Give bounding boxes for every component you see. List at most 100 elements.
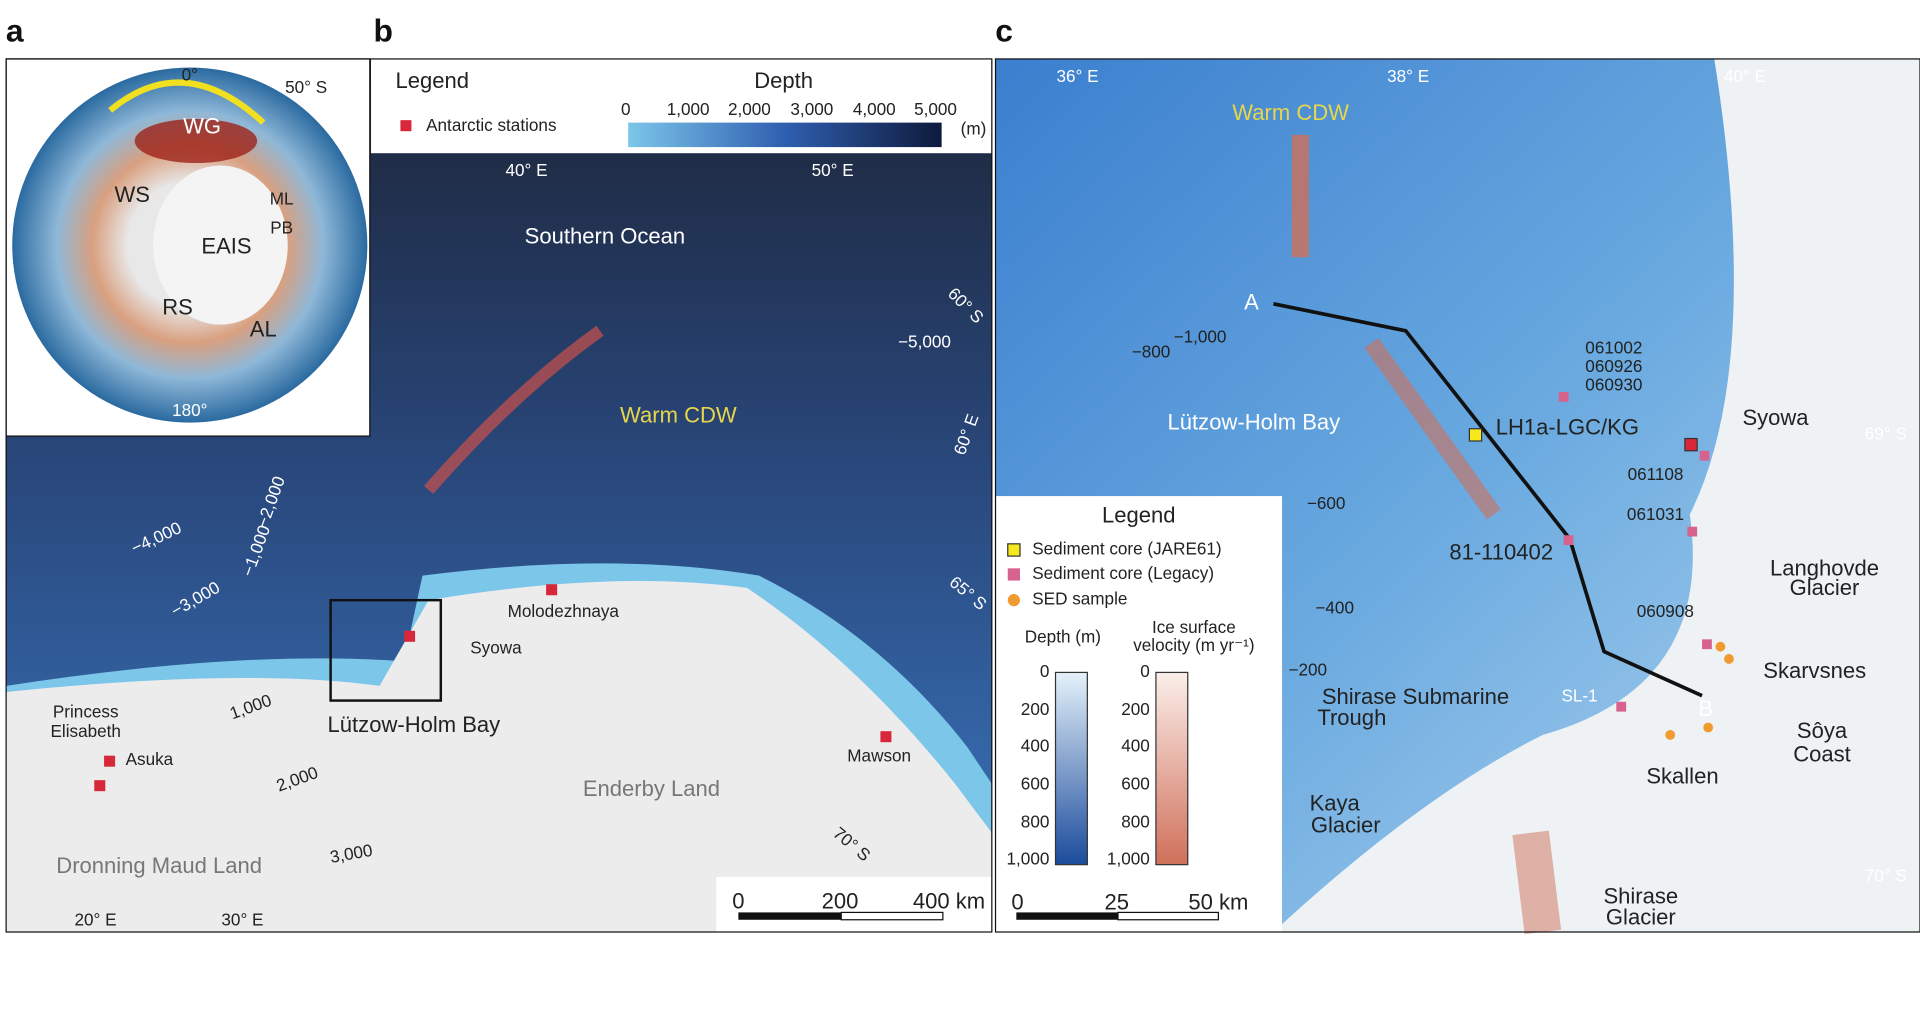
map-label: Glacier bbox=[1606, 904, 1676, 929]
map-label: 180° bbox=[172, 400, 207, 420]
map-label: velocity (m yr⁻¹) bbox=[1133, 635, 1254, 655]
map-label: 0 bbox=[1011, 890, 1023, 915]
map-label: 20° E bbox=[74, 910, 116, 930]
map-label: 81-110402 bbox=[1449, 539, 1553, 564]
map-label: Shirase Submarine bbox=[1322, 684, 1509, 709]
map-label: 061031 bbox=[1627, 504, 1684, 524]
panel-b-frame bbox=[5, 58, 993, 933]
map-label: Kaya bbox=[1310, 790, 1361, 815]
map-label: Glacier bbox=[1790, 575, 1860, 600]
map-label: Antarctic stations bbox=[426, 115, 556, 135]
map-label: 25 bbox=[1104, 890, 1129, 915]
map-label: 600 bbox=[1021, 774, 1050, 794]
map-label: −200 bbox=[1288, 660, 1327, 680]
map-label: Ice surface bbox=[1152, 617, 1236, 637]
map-label: 060930 bbox=[1585, 374, 1642, 394]
map-label: Warm CDW bbox=[1232, 100, 1349, 125]
map-label: 40° E bbox=[1724, 66, 1766, 86]
map-label: Southern Ocean bbox=[525, 224, 685, 249]
map-label: EAIS bbox=[201, 233, 251, 258]
map-label: Trough bbox=[1317, 705, 1386, 730]
map-label: a bbox=[6, 13, 24, 49]
map-label: 1,000 bbox=[667, 99, 710, 119]
map-label: 400 km bbox=[913, 888, 985, 913]
map-label: 400 bbox=[1021, 736, 1050, 756]
map-label: PB bbox=[270, 218, 293, 238]
map-label: 0 bbox=[732, 888, 744, 913]
map-label: (m) bbox=[961, 118, 987, 138]
map-label: 061108 bbox=[1628, 464, 1684, 484]
map-label: B bbox=[1698, 696, 1713, 721]
map-label: Enderby Land bbox=[583, 776, 720, 801]
panel-a-globe bbox=[5, 58, 371, 437]
map-label: Asuka bbox=[126, 749, 174, 769]
map-label: Depth bbox=[754, 68, 813, 93]
map-label: 2,000 bbox=[728, 99, 771, 119]
panel-c-frame bbox=[994, 58, 1920, 933]
map-label: Syowa bbox=[1742, 405, 1809, 430]
panel-c-map bbox=[995, 58, 1920, 935]
map-label: Molodezhnaya bbox=[508, 601, 620, 621]
map-label: 1,000 bbox=[1007, 848, 1050, 868]
map-label: −5,000 bbox=[898, 332, 951, 352]
map-label: 061002 bbox=[1585, 338, 1642, 358]
map-label: 400 bbox=[1121, 736, 1150, 756]
map-label: Mawson bbox=[847, 745, 911, 765]
map-label: 200 bbox=[822, 888, 859, 913]
map-label: 060926 bbox=[1585, 356, 1642, 376]
map-label: Skarvsnes bbox=[1763, 658, 1866, 683]
map-label: c bbox=[995, 13, 1013, 49]
map-label: −1,000 bbox=[1174, 327, 1227, 347]
map-label: Legend bbox=[1102, 503, 1176, 528]
map-label: Elisabeth bbox=[50, 721, 120, 741]
map-label: 600 bbox=[1121, 774, 1150, 794]
map-label: Langhovde bbox=[1770, 555, 1879, 580]
map-label: 50 km bbox=[1188, 890, 1248, 915]
map-label: SL-1 bbox=[1561, 685, 1597, 705]
map-label: Legend bbox=[395, 68, 469, 93]
map-label: 69° S bbox=[1865, 423, 1907, 443]
map-label: Sôya bbox=[1797, 718, 1848, 743]
map-label: Depth (m) bbox=[1025, 627, 1101, 647]
map-label: Warm CDW bbox=[620, 402, 737, 427]
map-label: Glacier bbox=[1311, 813, 1381, 838]
map-label: 50° S bbox=[285, 77, 327, 97]
map-label: 5,000 bbox=[914, 99, 957, 119]
map-label: 38° E bbox=[1387, 66, 1429, 86]
map-label: WG bbox=[183, 113, 221, 138]
map-label: A bbox=[1244, 290, 1259, 315]
map-label: 0 bbox=[1140, 661, 1150, 681]
map-label: 200 bbox=[1121, 699, 1150, 719]
map-label: 40° E bbox=[505, 160, 547, 180]
map-label: WS bbox=[114, 182, 150, 207]
map-label: Princess bbox=[53, 701, 119, 721]
map-label: b bbox=[374, 13, 393, 49]
panel-b-map bbox=[6, 58, 992, 932]
map-label: ML bbox=[270, 188, 294, 208]
map-label: RS bbox=[162, 295, 193, 320]
map-label: Lützow-Holm Bay bbox=[328, 712, 501, 737]
map-label: 0° bbox=[182, 65, 198, 85]
map-label: AL bbox=[250, 317, 277, 342]
map-label: 0 bbox=[1040, 661, 1050, 681]
map-label: 200 bbox=[1021, 699, 1050, 719]
map-label: 30° E bbox=[221, 910, 263, 930]
map-label: 800 bbox=[1121, 812, 1150, 832]
map-label: −400 bbox=[1315, 597, 1354, 617]
map-label: 800 bbox=[1021, 812, 1050, 832]
map-label: Skallen bbox=[1646, 764, 1718, 789]
map-label: −600 bbox=[1307, 493, 1346, 513]
map-label: SED sample bbox=[1032, 589, 1127, 609]
map-label: 4,000 bbox=[853, 99, 896, 119]
map-label: 36° E bbox=[1057, 66, 1099, 86]
map-label: 70° S bbox=[1865, 865, 1907, 885]
map-label: LH1a-LGC/KG bbox=[1496, 415, 1639, 440]
map-label: Dronning Maud Land bbox=[56, 853, 262, 878]
map-label: Sediment core (Legacy) bbox=[1032, 563, 1214, 583]
labels: a b c 0° 50° S WG WS ML PB EAIS RS AL 180° 40° E 50° E… bbox=[6, 13, 1907, 930]
map-label: Shirase bbox=[1603, 884, 1678, 909]
map-label: −800 bbox=[1132, 341, 1171, 361]
map-label: 1,000 bbox=[1107, 848, 1150, 868]
map-label: Coast bbox=[1793, 742, 1851, 767]
